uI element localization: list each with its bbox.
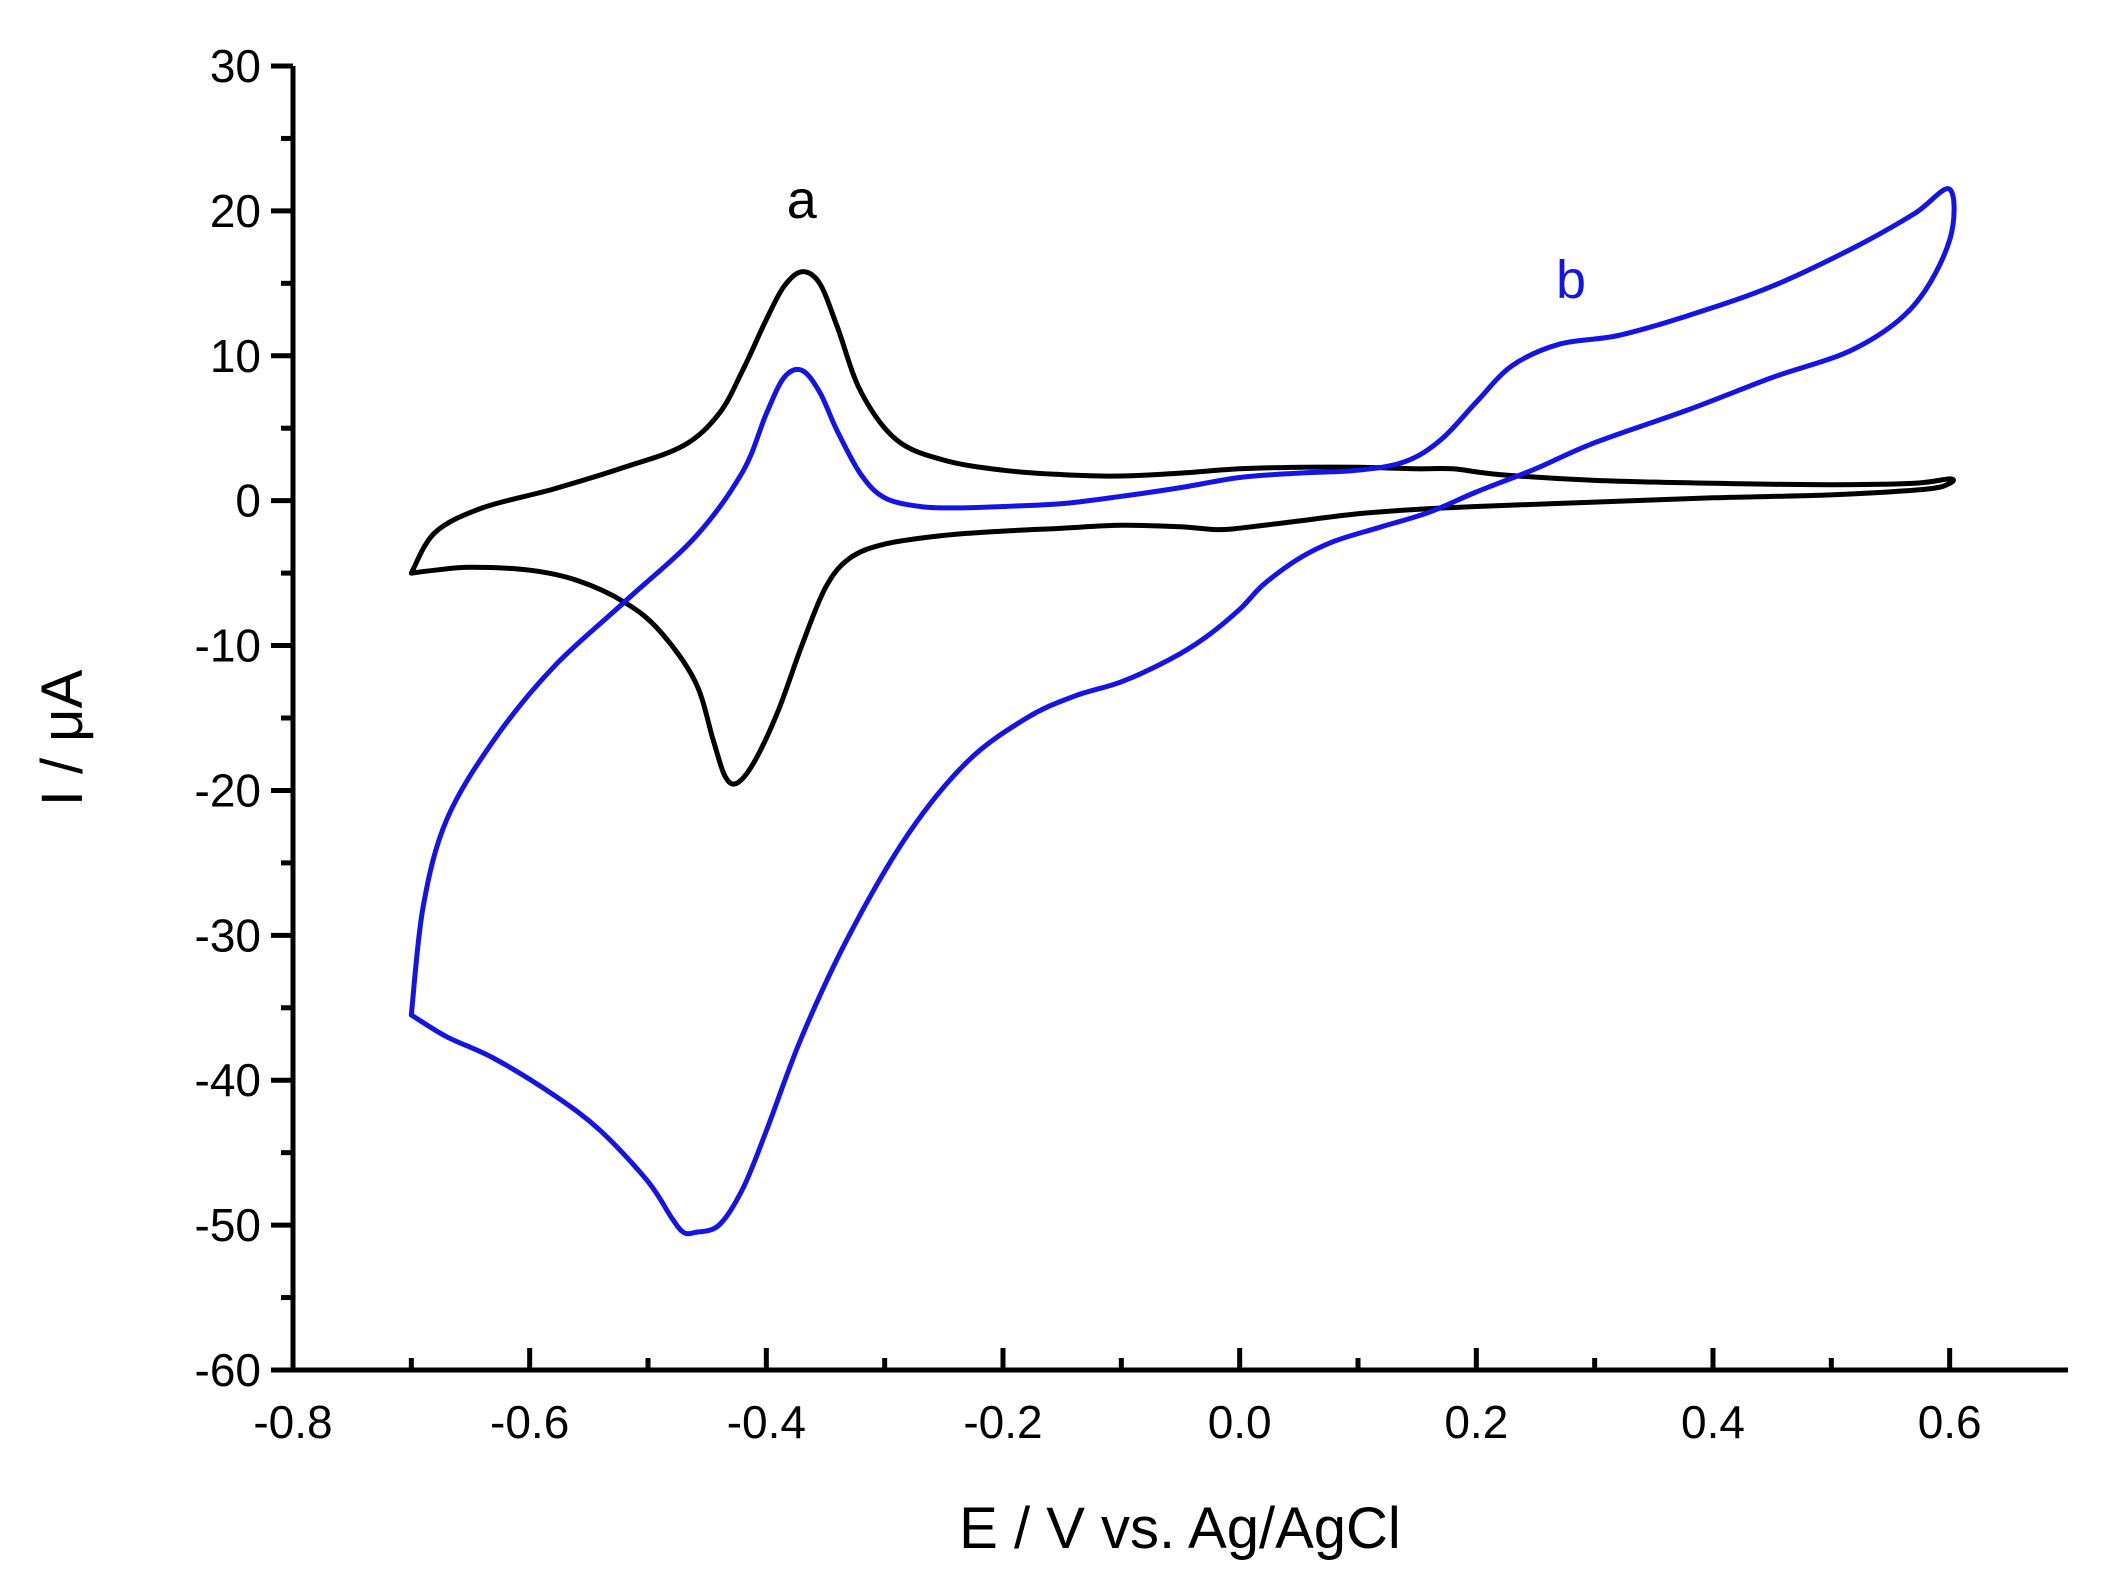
y-tick-label: 10 xyxy=(210,330,261,382)
y-tick-label: -30 xyxy=(195,909,261,961)
x-tick-label: 0.2 xyxy=(1444,1396,1508,1448)
x-tick-label: 0.0 xyxy=(1208,1396,1272,1448)
y-tick-label: -10 xyxy=(195,620,261,672)
x-tick-label: -0.8 xyxy=(253,1396,332,1448)
y-tick-label: -50 xyxy=(195,1199,261,1251)
series-curve-a xyxy=(408,269,1956,787)
y-tick-label: 0 xyxy=(235,475,261,527)
y-tick-label: -60 xyxy=(195,1344,261,1396)
y-tick-label: -20 xyxy=(195,764,261,816)
y-tick-label: 20 xyxy=(210,185,261,237)
y-tick-label: 30 xyxy=(210,40,261,92)
data-curves: ab xyxy=(408,170,1957,1237)
series-curve-b xyxy=(408,186,1957,1237)
y-tick-label: -40 xyxy=(195,1054,261,1106)
y-axis-ticks: 30 20 10 0 -10 -20 -30 -40 -50 -60 xyxy=(195,40,293,1396)
x-tick-label: -0.2 xyxy=(963,1396,1042,1448)
x-tick-label: -0.6 xyxy=(490,1396,569,1448)
x-axis-ticks: -0.8 -0.6 -0.4 -0.2 0.0 0.2 0.4 0.6 xyxy=(253,1348,1982,1448)
series-label-a: a xyxy=(787,170,818,230)
y-axis-title: I / μA xyxy=(30,669,95,806)
x-tick-label: 0.4 xyxy=(1681,1396,1745,1448)
x-tick-label: -0.4 xyxy=(727,1396,806,1448)
series-label-b: b xyxy=(1556,250,1586,310)
x-axis-title: E / V vs. Ag/AgCl xyxy=(959,1496,1401,1561)
x-tick-label: 0.6 xyxy=(1918,1396,1982,1448)
